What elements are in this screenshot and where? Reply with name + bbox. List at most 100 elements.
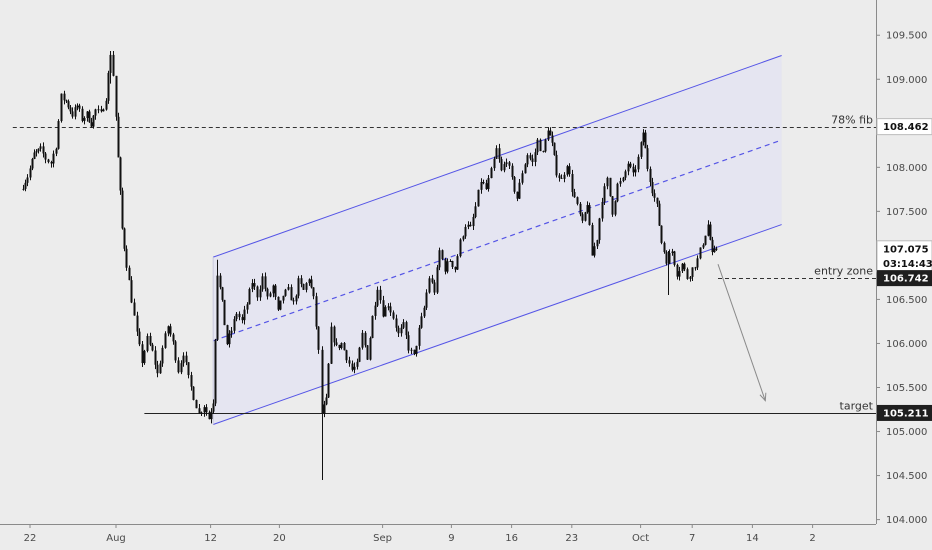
candle-body-86	[230, 330, 233, 334]
candle-body-200	[524, 164, 527, 174]
candle-body-97	[259, 289, 262, 298]
candle-body-60	[167, 326, 170, 334]
candle-body-227	[591, 225, 594, 256]
candle-body-267	[691, 267, 694, 277]
candle-body-124	[327, 363, 330, 398]
candle-body-113	[300, 278, 303, 285]
candle-body-207	[542, 151, 545, 153]
candle-body-258	[668, 253, 671, 264]
candle-body-172	[451, 261, 454, 267]
candle-body-102	[272, 285, 275, 294]
candle-body-159	[418, 327, 421, 346]
candle-body-33	[100, 109, 103, 112]
candle-body-228	[593, 246, 596, 256]
candle-body-50	[141, 344, 144, 364]
badge-target[interactable]: 105.211	[877, 404, 932, 421]
candle-body-13	[52, 153, 55, 164]
projection-layer	[717, 264, 767, 402]
candle-body-262	[678, 271, 681, 277]
candle-body-195	[511, 165, 514, 178]
x-tick-label-9: 7	[689, 533, 695, 544]
candle-body-3	[29, 168, 32, 178]
x-tick-label-3: 20	[273, 533, 286, 544]
candle-body-32	[97, 109, 100, 111]
candle-body-82	[221, 287, 224, 300]
badge-target-box	[877, 404, 932, 421]
candle-body-205	[536, 139, 539, 153]
candle-body-35	[105, 100, 108, 110]
candle-body-230	[598, 218, 601, 241]
candle-body-41	[119, 157, 122, 191]
candle-body-226	[588, 205, 591, 226]
candle-body-38	[112, 54, 115, 76]
candle-body-116	[308, 279, 311, 284]
candle-body-239	[622, 177, 625, 182]
levels-layer: 78% fib entry zone target	[12, 114, 876, 414]
candle-body-237	[616, 183, 619, 202]
candle-body-216	[563, 174, 566, 179]
channel-middle-line[interactable]	[212, 139, 782, 342]
candle-body-224	[584, 212, 587, 221]
candle-body-201	[526, 155, 529, 165]
candle-body-114	[302, 284, 305, 290]
candle-body-215	[560, 177, 563, 179]
candle-body-249	[646, 148, 649, 169]
candle-body-170	[446, 261, 449, 272]
candle-body-54	[151, 344, 154, 351]
candle-body-6	[35, 151, 38, 153]
candle-body-161	[423, 307, 426, 317]
candle-body-264	[683, 263, 686, 270]
candle-body-58	[161, 347, 164, 364]
candle-body-140	[369, 338, 372, 360]
candle-body-21	[71, 111, 74, 117]
candle-body-20	[69, 107, 72, 112]
candle-body-101	[269, 293, 272, 297]
candle-body-209	[547, 130, 550, 140]
candle-body-173	[454, 266, 457, 270]
candle-body-144	[379, 289, 382, 301]
badge-current[interactable]: 107.075 03:14:43	[876, 240, 932, 273]
candle-body-263	[681, 263, 684, 272]
candle-body-55	[154, 350, 157, 365]
candle-body-210	[549, 130, 552, 136]
candle-body-160	[420, 316, 423, 328]
candle-body-0	[22, 188, 25, 190]
badge-entry[interactable]: 106.742	[877, 270, 932, 287]
x-axis[interactable]: 22 Aug 12 20 Sep 9 16 23 Oct 7 14 2	[24, 524, 816, 544]
candle-body-31	[94, 109, 97, 116]
y-tick-label-6: 106.500	[886, 295, 927, 306]
candle-body-18	[65, 100, 68, 102]
candle-body-49	[138, 331, 141, 345]
projection-arrow-line[interactable]	[717, 264, 766, 401]
candle-body-242	[629, 163, 632, 167]
candle-body-107	[284, 289, 287, 296]
candle-body-26	[83, 118, 86, 121]
candle-body-122	[323, 404, 326, 414]
candle-body-130	[343, 342, 346, 351]
candle-body-148	[389, 306, 392, 313]
candle-body-252	[653, 193, 656, 198]
candle-body-274	[709, 224, 712, 240]
candle-body-176	[462, 236, 465, 240]
candle-body-40	[117, 116, 120, 158]
candle-body-4	[31, 158, 34, 169]
candle-body-151	[397, 327, 400, 334]
y-tick-label-7: 106.000	[886, 339, 927, 350]
candle-body-45	[128, 267, 131, 281]
candle-body-7	[37, 148, 40, 152]
projection-arrow-head	[759, 392, 767, 402]
candle-body-117	[310, 279, 313, 288]
badge-fib[interactable]: 108.462	[876, 118, 932, 136]
channel-lower-line[interactable]	[213, 224, 782, 425]
candle-body-185	[485, 183, 488, 190]
candle-body-11	[47, 159, 50, 163]
badge-target-label: 105.211	[883, 408, 929, 419]
candle-body-84	[226, 325, 229, 345]
candle-body-100	[266, 288, 269, 297]
candle-body-235	[611, 196, 614, 215]
candle-body-29	[90, 122, 93, 127]
candle-body-109	[290, 287, 293, 301]
candle-body-125	[330, 326, 333, 364]
candle-body-103	[274, 285, 277, 297]
